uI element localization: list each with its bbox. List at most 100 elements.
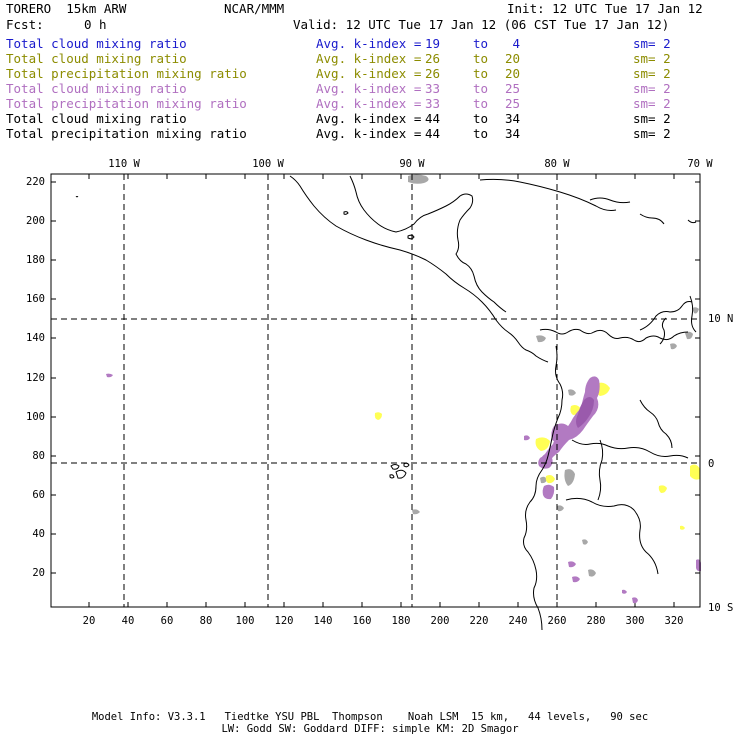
y-tick-label: 140 xyxy=(26,332,45,344)
legend-row: Total cloud mixing ratio Avg. k-index = … xyxy=(6,111,726,126)
lon-label: 100 W xyxy=(252,158,284,170)
valid-time: Valid: 12 UTC Tue 17 Jan 12 (06 CST Tue … xyxy=(293,17,670,32)
x-tick-label: 200 xyxy=(431,615,450,627)
x-tick-label: 80 xyxy=(200,615,213,627)
lat-label: 0 xyxy=(708,458,714,470)
legend-hi: 44 xyxy=(424,111,440,126)
legend-hi: 26 xyxy=(424,66,440,81)
legend-hi: 19 xyxy=(424,36,440,51)
lon-label: 90 W xyxy=(399,158,425,170)
legend-lo: 4 xyxy=(512,36,520,51)
cloud-grey-areas xyxy=(408,174,699,577)
x-tick-label: 260 xyxy=(548,615,567,627)
map-frame xyxy=(50,173,701,608)
legend-avg: Avg. k-index = xyxy=(316,81,422,96)
y-tick-label: 60 xyxy=(32,489,45,501)
init-time: Init: 12 UTC Tue 17 Jan 12 xyxy=(507,1,703,16)
x-tick-label: 300 xyxy=(626,615,645,627)
legend-avg: Avg. k-index = xyxy=(316,66,422,81)
legend-hi: 44 xyxy=(424,126,440,141)
legend-to: to xyxy=(473,66,489,81)
legend-lo: 20 xyxy=(504,51,520,66)
legend-sm: sm= 2 xyxy=(633,111,671,126)
legend-sm: sm= 2 xyxy=(633,81,671,96)
model-info-line2: LW: Godd SW: Goddard DIFF: simple KM: 2D… xyxy=(221,723,519,735)
legend-sm: sm= 2 xyxy=(633,36,671,51)
legend-lo: 25 xyxy=(504,96,520,111)
x-tick-label: 320 xyxy=(665,615,684,627)
legend-to: to xyxy=(473,36,489,51)
legend-hi: 33 xyxy=(424,81,440,96)
legend-row: Total cloud mixing ratio Avg. k-index = … xyxy=(6,51,726,66)
y-tick-label: 40 xyxy=(32,528,45,540)
y-tick-label: 120 xyxy=(26,372,45,384)
legend-field: Total precipitation mixing ratio xyxy=(6,96,247,111)
x-tick-label: 160 xyxy=(353,615,372,627)
legend-sm: sm= 2 xyxy=(633,51,671,66)
legend-lo: 34 xyxy=(504,126,520,141)
y-tick-label: 160 xyxy=(26,293,45,305)
legend-to: to xyxy=(473,111,489,126)
legend-field: Total cloud mixing ratio xyxy=(6,51,187,66)
legend-avg: Avg. k-index = xyxy=(316,96,422,111)
y-tick-label: 180 xyxy=(26,254,45,266)
forecast-label: Fcst: xyxy=(6,17,44,32)
y-tick-label: 80 xyxy=(32,450,45,462)
legend-field: Total cloud mixing ratio xyxy=(6,81,187,96)
precip-dark-purple-areas xyxy=(576,397,594,428)
precip-purple-areas xyxy=(106,373,701,604)
legend-sm: sm= 2 xyxy=(633,66,671,81)
legend-row: Total cloud mixing ratio Avg. k-index = … xyxy=(6,81,726,96)
legend-to: to xyxy=(473,126,489,141)
y-tick-label: 100 xyxy=(26,411,45,423)
model-name: TORERO 15km ARW xyxy=(6,1,127,16)
cloud-yellow-areas xyxy=(374,382,700,530)
legend-to: to xyxy=(473,81,489,96)
legend-sm: sm= 2 xyxy=(633,96,671,111)
lon-label: 80 W xyxy=(544,158,570,170)
legend-field: Total precipitation mixing ratio xyxy=(6,66,247,81)
x-tick-label: 120 xyxy=(275,615,294,627)
legend-lo: 34 xyxy=(504,111,520,126)
lat-label: 10 S xyxy=(708,602,733,614)
legend-lo: 25 xyxy=(504,81,520,96)
lon-label: 70 W xyxy=(687,158,713,170)
legend-field: Total cloud mixing ratio xyxy=(6,111,187,126)
x-tick-label: 100 xyxy=(236,615,255,627)
legend-row: Total precipitation mixing ratio Avg. k-… xyxy=(6,126,726,141)
legend-row: Total precipitation mixing ratio Avg. k-… xyxy=(6,66,726,81)
x-tick-label: 180 xyxy=(392,615,411,627)
x-tick-label: 40 xyxy=(122,615,135,627)
x-tick-label: 20 xyxy=(83,615,96,627)
x-tick-label: 280 xyxy=(587,615,606,627)
legend-avg: Avg. k-index = xyxy=(316,36,422,51)
y-tick-label: 20 xyxy=(32,567,45,579)
legend-avg: Avg. k-index = xyxy=(316,111,422,126)
x-tick-label: 60 xyxy=(161,615,174,627)
x-tick-label: 240 xyxy=(509,615,528,627)
organization: NCAR/MMM xyxy=(224,1,285,16)
coastlines xyxy=(75,175,697,631)
forecast-value: 0 h xyxy=(84,17,107,32)
legend-lo: 20 xyxy=(504,66,520,81)
legend-avg: Avg. k-index = xyxy=(316,126,422,141)
legend-sm: sm= 2 xyxy=(633,126,671,141)
legend-row: Total precipitation mixing ratio Avg. k-… xyxy=(6,96,726,111)
legend-row: Total cloud mixing ratio Avg. k-index = … xyxy=(6,36,726,51)
legend-to: to xyxy=(473,51,489,66)
y-tick-label: 200 xyxy=(26,215,45,227)
x-tick-label: 220 xyxy=(470,615,489,627)
model-info-line1: Model Info: V3.3.1 Tiedtke YSU PBL Thomp… xyxy=(91,711,649,723)
legend-avg: Avg. k-index = xyxy=(316,51,422,66)
legend-field: Total cloud mixing ratio xyxy=(6,36,187,51)
x-tick-label: 140 xyxy=(314,615,333,627)
legend-hi: 26 xyxy=(424,51,440,66)
legend-hi: 33 xyxy=(424,96,440,111)
lat-label: 10 N xyxy=(708,313,733,325)
lon-label: 110 W xyxy=(108,158,140,170)
y-tick-label: 220 xyxy=(26,176,45,188)
legend-to: to xyxy=(473,96,489,111)
grid-lines xyxy=(51,174,700,607)
legend-field: Total precipitation mixing ratio xyxy=(6,126,247,141)
